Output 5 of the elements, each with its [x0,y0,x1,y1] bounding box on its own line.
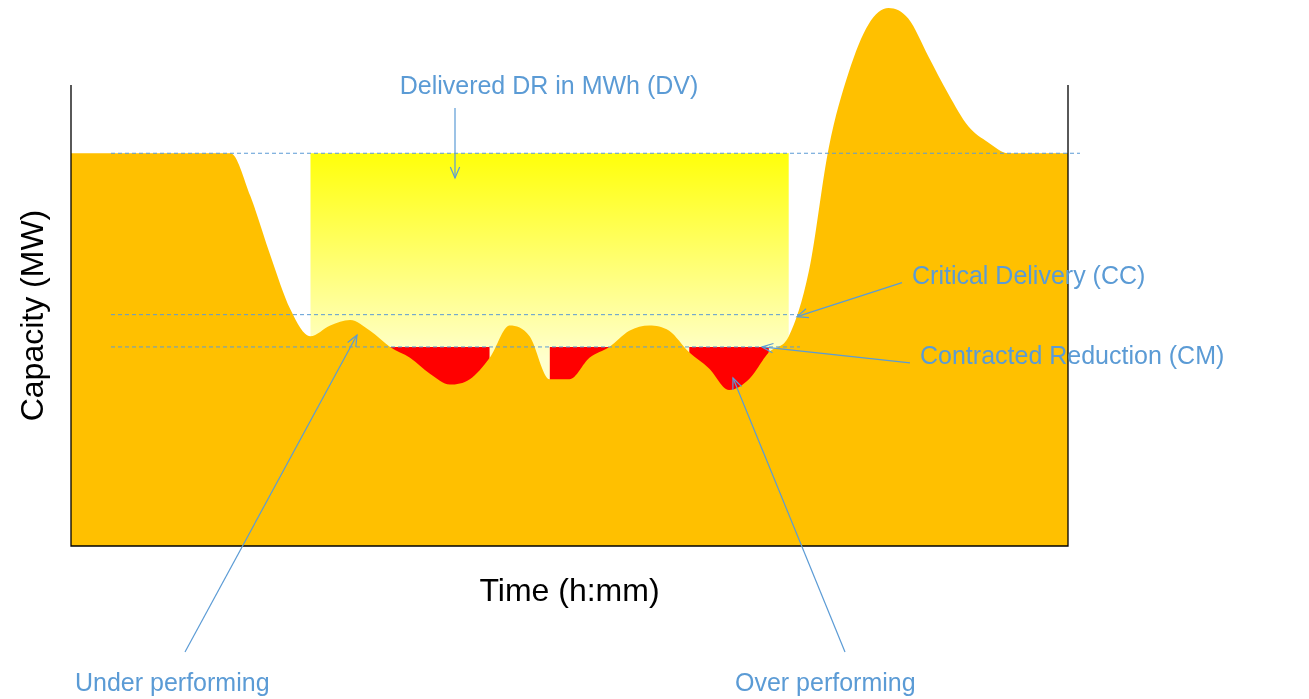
text: Under performing [75,667,270,696]
y-axis-title: Capacity (MW) [13,209,50,422]
text: Over performing [735,667,916,696]
x-axis-title: Time (h:mm) [479,571,660,608]
annotation: Delivered DR in MWh (DV) [399,70,699,99]
